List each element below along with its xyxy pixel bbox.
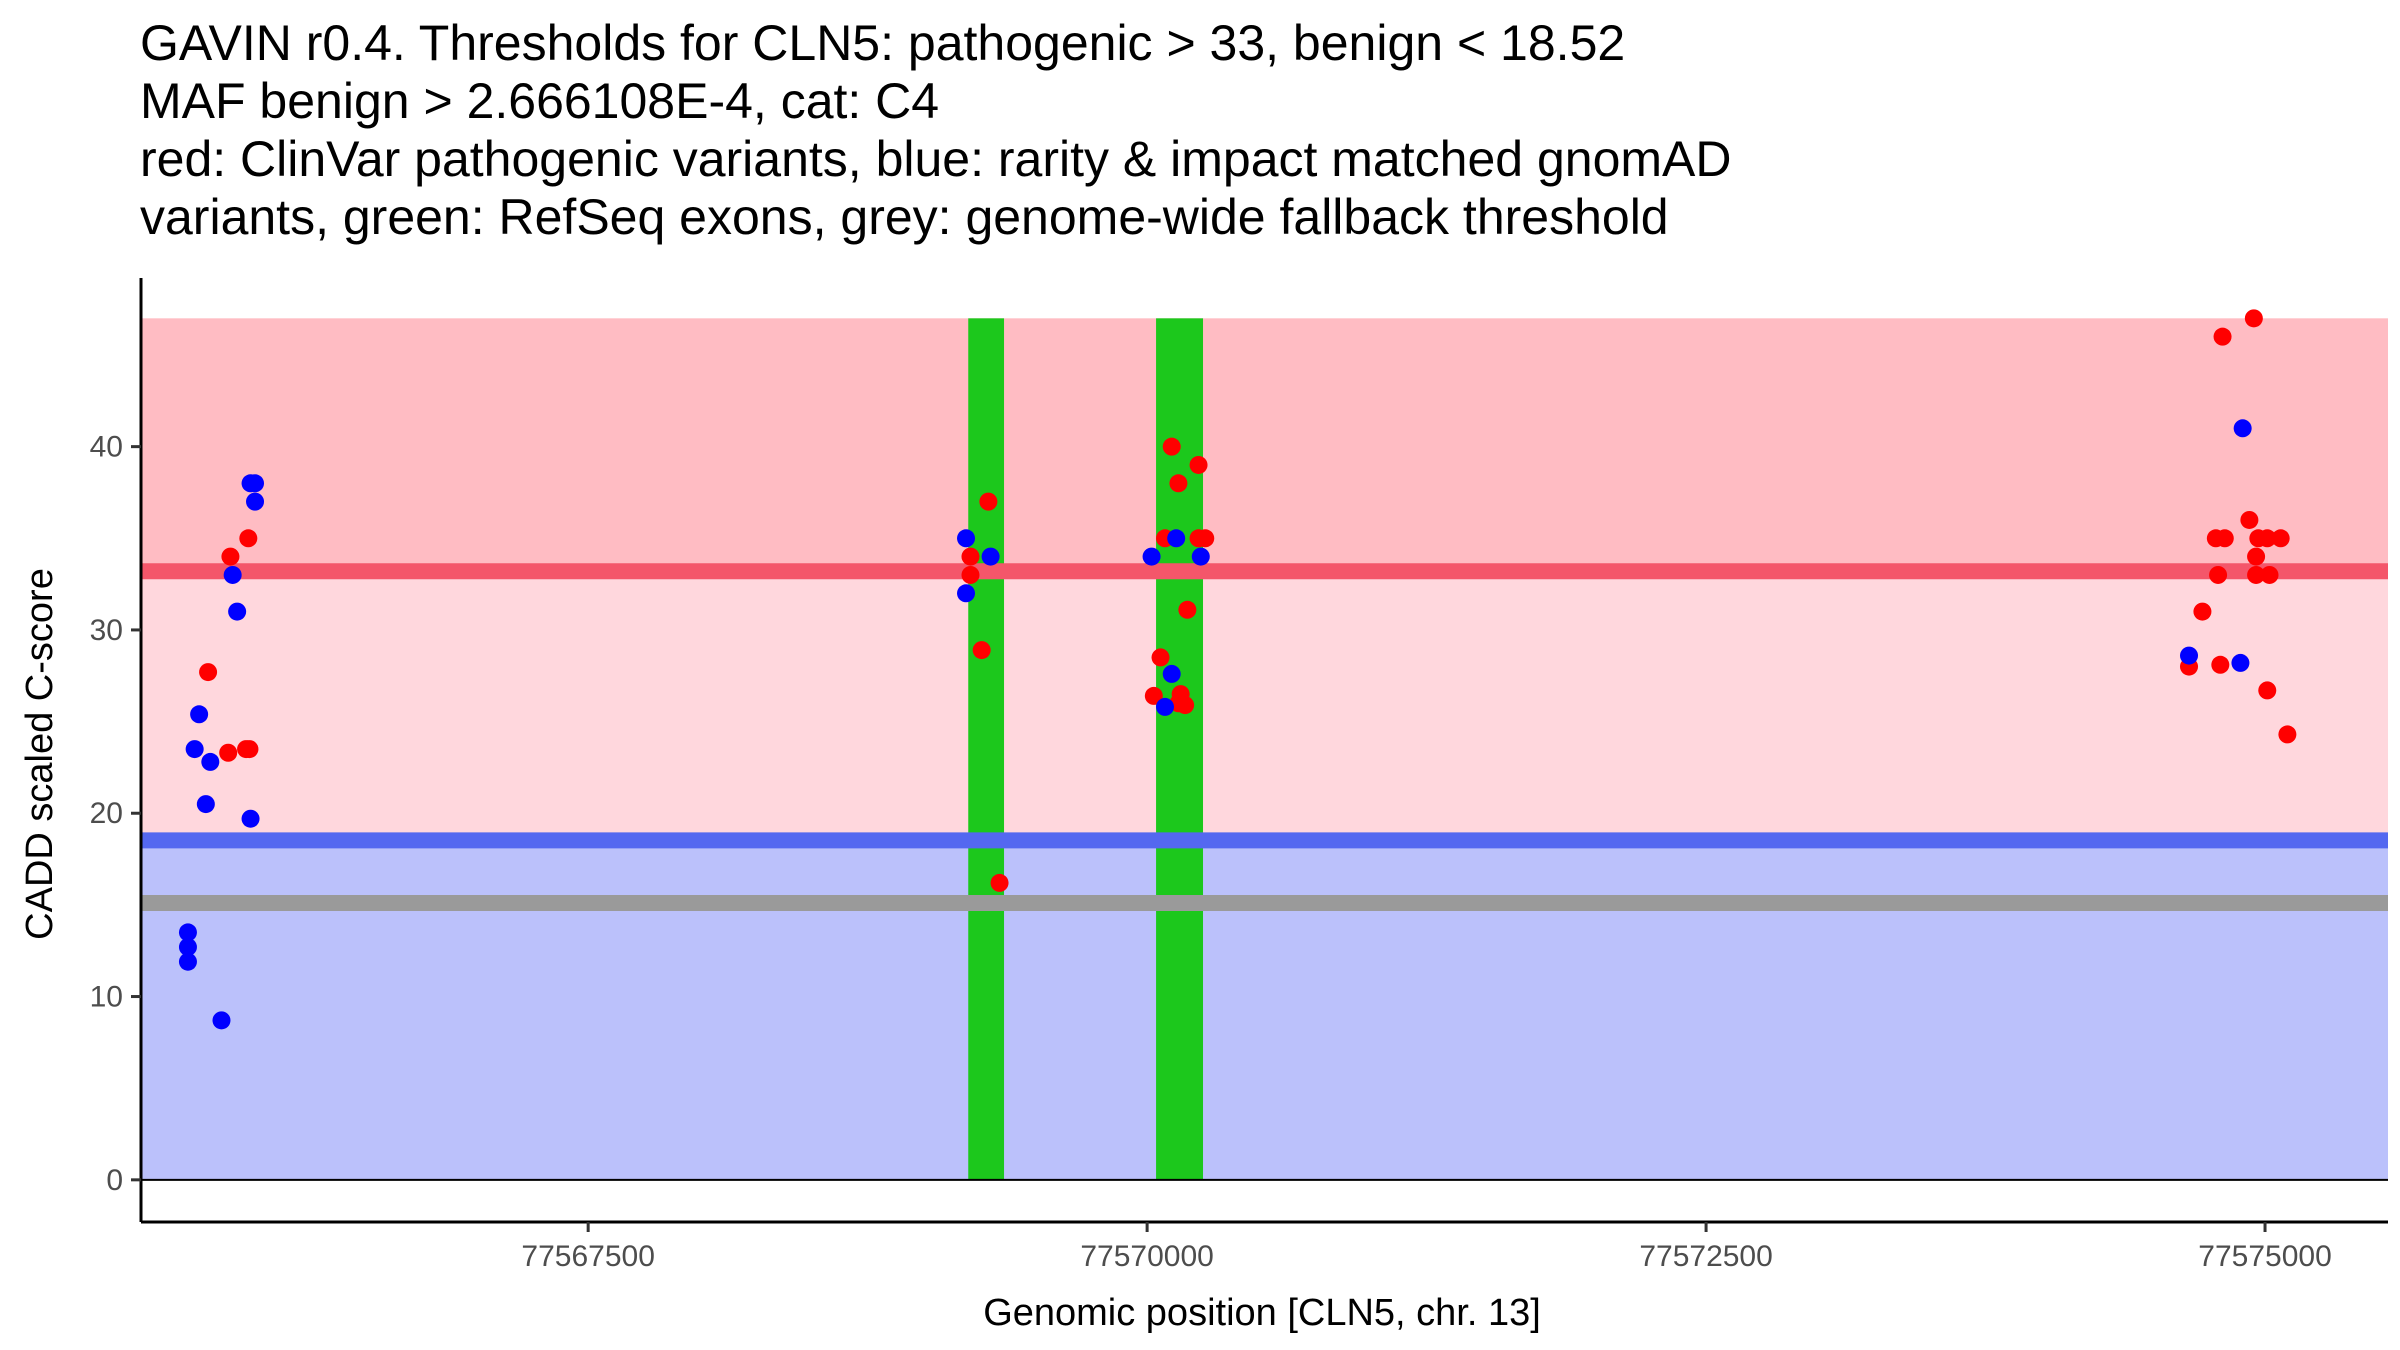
y-tick-label-20: 20 — [90, 797, 123, 830]
clinvar-point-9 — [972, 641, 991, 660]
gnomad-point-3 — [178, 952, 197, 971]
clinvar-point-15 — [1162, 437, 1181, 456]
y-tick-label-30: 30 — [90, 614, 123, 647]
x-tick-label-77575000: 77575000 — [2198, 1240, 2331, 1273]
clinvar-point-20 — [1178, 600, 1197, 619]
clinvar-point-40 — [2278, 725, 2297, 744]
gnomad-point-24 — [2231, 653, 2250, 672]
clinvar-point-1 — [199, 663, 218, 682]
clinvar-point-3 — [221, 547, 240, 566]
clinvar-point-7 — [961, 547, 980, 566]
gnomad-point-18 — [1142, 547, 1161, 566]
y-tick-label-0: 0 — [106, 1164, 123, 1197]
gnomad-point-5 — [190, 705, 209, 724]
clinvar-point-6 — [239, 529, 258, 548]
benign-band — [141, 840, 2388, 1180]
x-axis-label: Genomic position [CLN5, chr. 13] — [983, 1292, 1541, 1334]
gnomad-point-4 — [185, 740, 204, 759]
gnomad-point-11 — [241, 809, 260, 828]
clinvar-point-25 — [2193, 602, 2212, 621]
tick-labels: 0 10 20 30 40 77567500 77570000 77572500 7757500… — [90, 431, 2332, 1273]
gnomad-point-21 — [1167, 529, 1186, 548]
clinvar-point-8 — [961, 565, 980, 584]
clinvar-point-23 — [1196, 529, 1215, 548]
gnomad-point-7 — [201, 752, 220, 771]
gnomad-point-15 — [957, 529, 976, 548]
clinvar-point-12 — [1144, 686, 1163, 705]
gnomad-point-10 — [228, 602, 247, 621]
clinvar-point-33 — [2247, 565, 2266, 584]
gnomad-point-23 — [2180, 646, 2199, 665]
title-line-1: GAVIN r0.4. Thresholds for CLN5: pathoge… — [140, 15, 1625, 71]
clinvar-point-16 — [1169, 474, 1188, 493]
clinvar-point-2 — [219, 743, 238, 762]
clinvar-point-28 — [2211, 655, 2230, 674]
title-line-4: variants, green: RefSeq exons, grey: gen… — [140, 189, 1669, 245]
clinvar-point-21 — [1189, 455, 1208, 474]
clinvar-point-32 — [2247, 547, 2266, 566]
clinvar-point-11 — [990, 873, 1009, 892]
chart-title: GAVIN r0.4. Thresholds for CLN5: pathoge… — [140, 15, 1731, 245]
threshold-lines — [141, 563, 2388, 1181]
clinvar-point-29 — [2215, 529, 2234, 548]
gnomad-point-6 — [196, 795, 215, 814]
clinvar-point-31 — [2240, 510, 2259, 529]
exon-bar-1 — [968, 318, 1005, 1180]
clinvar-point-19 — [1176, 696, 1195, 715]
gnomad-point-20 — [1162, 664, 1181, 683]
gnomad-point-19 — [1156, 697, 1175, 716]
gnomad-point-25 — [2233, 419, 2252, 438]
clinvar-point-38 — [2258, 681, 2277, 700]
y-tick-label-10: 10 — [90, 981, 123, 1014]
clinvar-point-5 — [240, 740, 259, 759]
uncertain-band — [141, 571, 2388, 841]
variant-points — [178, 309, 2297, 1030]
gnomad-point-9 — [223, 565, 242, 584]
clinvar-point-10 — [979, 492, 998, 511]
gnomad-point-8 — [212, 1011, 231, 1030]
y-axis-label: CADD scaled C-score — [19, 568, 61, 940]
clinvar-point-27 — [2209, 565, 2228, 584]
axes — [131, 278, 2388, 1232]
gnomad-point-14 — [246, 492, 265, 511]
x-tick-label-77572500: 77572500 — [1639, 1240, 1772, 1273]
clinvar-point-39 — [2271, 529, 2290, 548]
y-tick-label-40: 40 — [90, 431, 123, 464]
clinvar-point-36 — [2258, 529, 2277, 548]
x-tick-label-77570000: 77570000 — [1080, 1240, 1213, 1273]
gnomad-point-16 — [957, 584, 976, 603]
threshold-bands — [141, 318, 2388, 1180]
title-line-2: MAF benign > 2.666108E-4, cat: C4 — [140, 73, 939, 129]
pathogenic-band — [141, 318, 2388, 572]
gnomad-point-1 — [178, 923, 197, 942]
gnomad-point-17 — [981, 547, 1000, 566]
gnomad-point-22 — [1191, 547, 1210, 566]
gnomad-point-13 — [246, 474, 265, 493]
title-line-3: red: ClinVar pathogenic variants, blue: … — [140, 131, 1731, 187]
clinvar-point-30 — [2213, 327, 2232, 346]
clinvar-point-37 — [2260, 565, 2279, 584]
clinvar-point-13 — [1151, 648, 1170, 667]
gnomad-point-2 — [178, 938, 197, 957]
clinvar-point-35 — [2244, 309, 2263, 328]
x-tick-label-77567500: 77567500 — [521, 1240, 654, 1273]
